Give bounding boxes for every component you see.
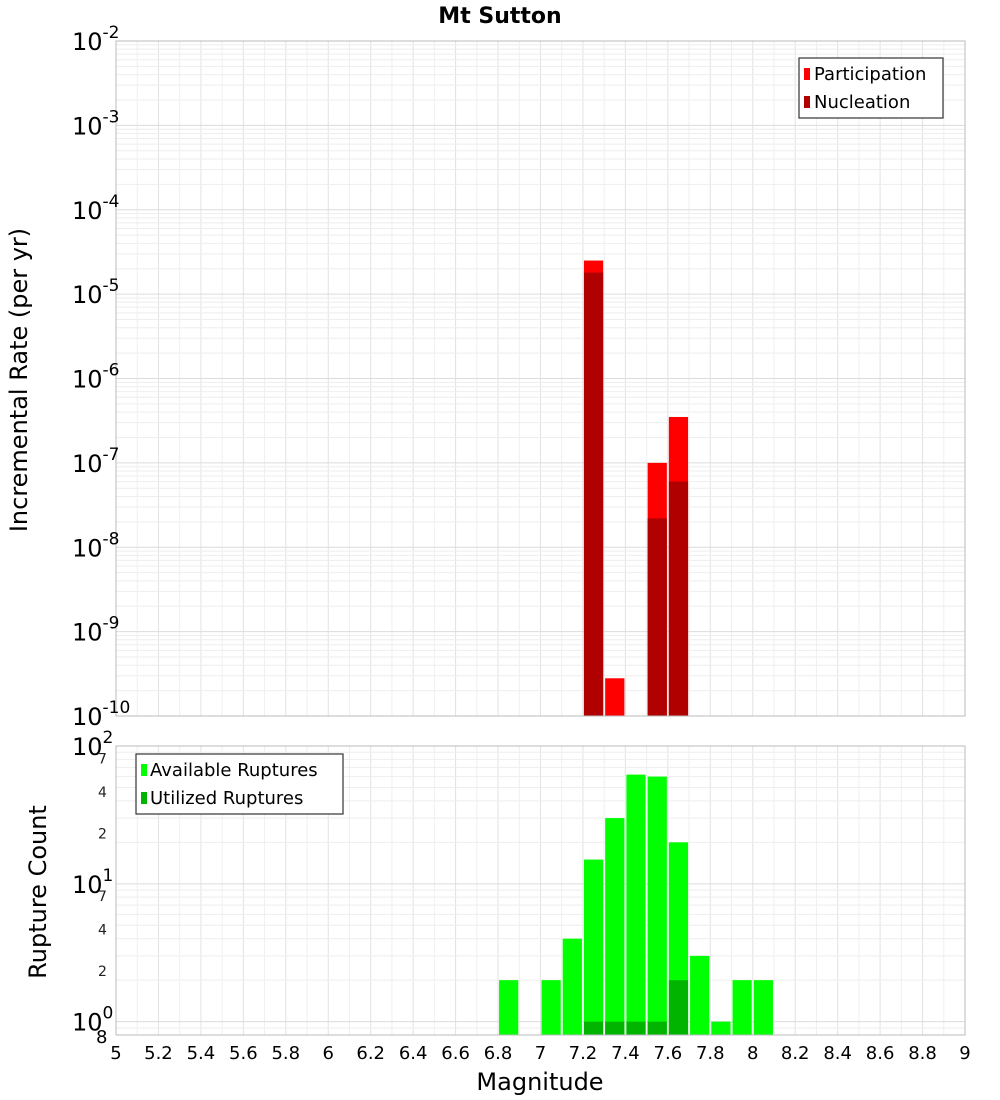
bar-participation [605,678,625,716]
bar-available-ruptures [499,980,519,1035]
legend-swatch-participation [804,68,810,80]
bar-utilized-ruptures [647,1021,667,1035]
top-y-tick-label: 10-9 [72,614,120,647]
bar-available-ruptures [583,859,604,1035]
bar-available-ruptures [626,774,646,1035]
bar-nucleation [668,481,689,716]
top-y-tick-label: 10-6 [72,361,120,394]
x-tick-label: 9 [959,1043,970,1064]
bottom-y-minor-tick-label: 2 [98,826,107,842]
top-plot: 10-2 10-3 10-4 10-5 10-6 10-7 10-8 10-9 10-10 Par… [72,23,966,731]
legend-label-participation: Participation [814,64,926,85]
top-y-tick-label: 10-4 [72,192,120,225]
bar-utilized-ruptures [626,1021,646,1035]
top-y-axis-label: Incremental Rate (per yr) [5,228,33,532]
bar-utilized-ruptures [583,1021,604,1035]
bottom-y-minor-tick-label: 2 [98,964,107,980]
bar-available-ruptures [711,1021,731,1035]
x-tick-label: 8.6 [866,1043,895,1064]
top-y-tick-label: 10-7 [72,445,120,478]
legend-swatch-nucleation [804,96,810,108]
x-tick-label: 8.4 [823,1043,852,1064]
x-tick-label: 7.4 [611,1043,640,1064]
x-axis-label: Magnitude [476,1068,603,1096]
bottom-y-tick-label: 102 [72,728,113,761]
bar-utilized-ruptures [605,1021,625,1035]
bar-available-ruptures [753,980,773,1035]
top-y-tick-label: 10-3 [72,107,120,140]
x-tick-label: 6.6 [441,1043,470,1064]
x-tick-label: 8.8 [908,1043,937,1064]
top-y-tick-label: 10-2 [72,23,120,56]
bar-utilized-ruptures [668,980,689,1035]
x-tick-label: 6 [323,1043,334,1064]
chart-title: Mt Sutton [438,4,561,29]
x-tick-label: 5.8 [271,1043,300,1064]
bar-available-ruptures [690,955,710,1035]
bar-available-ruptures [732,980,752,1035]
bar-available-ruptures [605,818,625,1035]
x-tick-label: 5.4 [187,1043,216,1064]
bottom-y-minor-tick-label: 8 [96,1027,107,1048]
bottom-legend-box [135,753,344,815]
bottom-y-tick-label: 101 [72,866,113,899]
bar-available-ruptures [647,776,667,1035]
top-plot-frame [115,40,966,717]
x-tick-label: 8 [747,1043,758,1064]
bottom-y-minor-tick-label: 4 [98,923,107,939]
bar-nucleation [583,272,604,716]
x-tick-label: 6.2 [356,1043,385,1064]
bar-available-ruptures [541,980,561,1035]
bottom-y-minor-tick-label: 7 [98,889,107,905]
bottom-y-tick-label: 100 [72,1004,113,1037]
legend-swatch-available-ruptures [141,764,147,776]
x-tick-label: 5.6 [229,1043,258,1064]
top-legend: Participation Nucleation [798,57,944,119]
x-tick-label: 7.2 [569,1043,598,1064]
x-tick-label: 8.2 [781,1043,810,1064]
bottom-y-minor-tick-label: 4 [98,785,107,801]
top-y-tick-label: 10-5 [72,276,120,309]
bottom-legend: Available Ruptures Utilized Ruptures [135,753,344,815]
x-tick-label: 5 [110,1043,121,1064]
x-tick-label: 7.6 [654,1043,683,1064]
bottom-plot-frame [115,745,966,1036]
x-tick-label: 7 [535,1043,546,1064]
bar-nucleation [647,518,667,716]
x-tick-label: 7.8 [696,1043,725,1064]
bottom-y-axis-label: Rupture Count [24,805,52,979]
x-tick-label: 6.8 [484,1043,513,1064]
legend-swatch-utilized-ruptures [141,792,147,804]
x-tick-label: 6.4 [399,1043,428,1064]
x-tick-label: 5.2 [144,1043,173,1064]
top-y-tick-label: 10-8 [72,529,120,562]
top-y-tick-label: 10-10 [72,698,130,731]
top-legend-box [798,57,944,119]
legend-label-utilized-ruptures: Utilized Ruptures [150,788,303,809]
legend-label-available-ruptures: Available Ruptures [150,760,318,781]
bar-available-ruptures [562,938,582,1035]
bottom-y-minor-tick-label: 7 [98,751,107,767]
legend-label-nucleation: Nucleation [814,92,910,113]
